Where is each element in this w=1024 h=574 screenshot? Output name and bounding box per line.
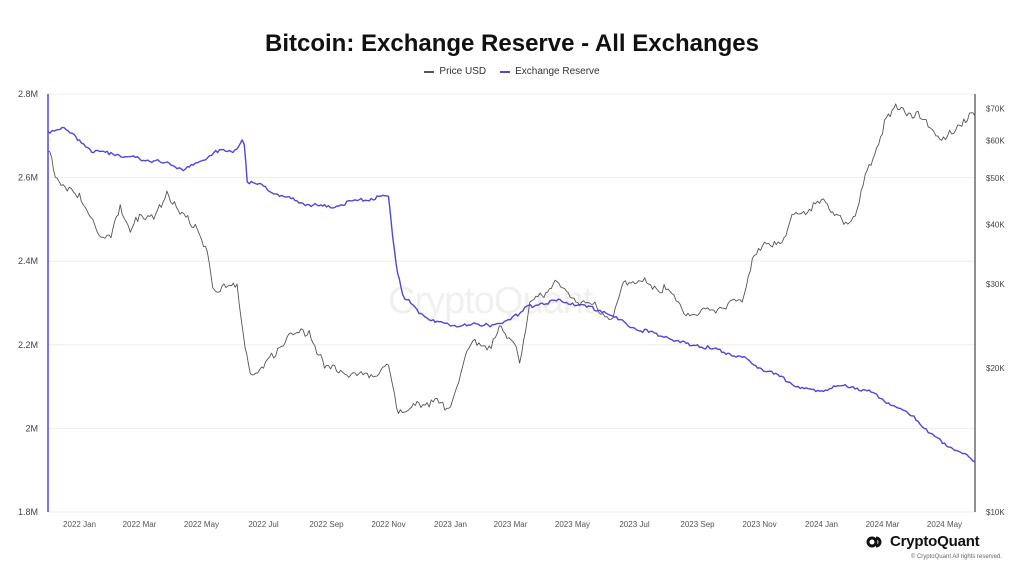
y-left-tick-label: 2.6M xyxy=(18,173,38,183)
legend-label-reserve: Exchange Reserve xyxy=(515,66,600,77)
brand: CryptoQuant xyxy=(866,533,980,550)
x-tick-label: 2023 Jul xyxy=(619,520,649,529)
x-tick-label: 2022 Nov xyxy=(371,520,405,529)
legend-label-price: Price USD xyxy=(439,66,487,77)
y-right-tick-label: $30K xyxy=(986,280,1005,289)
exchange-reserve-line xyxy=(47,126,976,463)
x-tick-label: 2023 Jan xyxy=(434,520,467,529)
x-tick-label: 2023 Sep xyxy=(680,520,715,529)
y-left-tick-label: 2.2M xyxy=(18,340,38,350)
x-tick-label: 2022 Jan xyxy=(63,520,96,529)
x-tick-label: 2023 May xyxy=(555,520,590,529)
x-tick-label: 2023 Nov xyxy=(742,520,776,529)
y-right-tick-label: $50K xyxy=(986,174,1005,183)
y-right-tick-label: $10K xyxy=(986,508,1005,517)
brand-name: CryptoQuant xyxy=(890,533,980,550)
y-left-tick-label: 2.8M xyxy=(18,89,38,99)
chart-title: Bitcoin: Exchange Reserve - All Exchange… xyxy=(265,30,759,57)
legend-swatch-price xyxy=(424,70,435,73)
legend-item-price[interactable]: Price USD xyxy=(424,66,486,77)
x-tick-label: 2024 May xyxy=(927,520,962,529)
y-right-tick-label: $40K xyxy=(986,220,1005,229)
x-tick-label: 2023 Mar xyxy=(494,520,528,529)
x-tick-label: 2022 Sep xyxy=(309,520,344,529)
y-right-tick-label: $60K xyxy=(986,136,1005,145)
x-tick-label: 2022 Jul xyxy=(248,520,278,529)
x-tick-label: 2022 Mar xyxy=(123,520,157,529)
y-left-tick-label: 1.8M xyxy=(18,507,38,517)
cryptoquant-logo-icon xyxy=(866,536,882,547)
legend-swatch-reserve xyxy=(500,70,511,73)
y-left-tick-label: 2.4M xyxy=(18,256,38,266)
copyright-text: © CryptoQuant All rights reserved. xyxy=(910,554,1002,560)
price-usd-line xyxy=(47,103,976,414)
legend-item-reserve[interactable]: Exchange Reserve xyxy=(500,66,600,77)
x-tick-label: 2022 May xyxy=(184,520,219,529)
y-left-tick-label: 2M xyxy=(25,423,38,433)
x-tick-label: 2024 Mar xyxy=(866,520,900,529)
legend: Price USD Exchange Reserve xyxy=(0,66,1024,77)
y-right-tick-label: $20K xyxy=(986,364,1005,373)
y-right-tick-label: $70K xyxy=(986,104,1005,113)
x-tick-label: 2024 Jan xyxy=(805,520,838,529)
